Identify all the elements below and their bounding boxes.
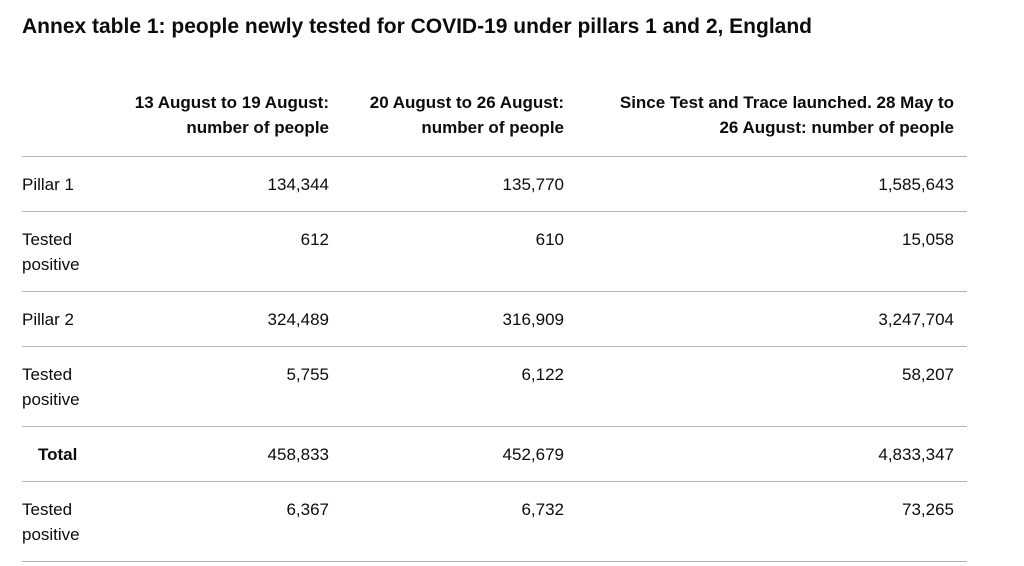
- row-label: Pillar 2: [22, 291, 102, 347]
- cell-week2: 135,770: [329, 156, 564, 212]
- row-label: Tested positive: [22, 211, 102, 292]
- header-row: 13 August to 19 August: number of people…: [22, 90, 967, 157]
- row-label-text: Tested: [22, 500, 73, 519]
- cell-since-launch: 15,058: [564, 211, 967, 292]
- row-label-text: Pillar 2: [22, 310, 74, 329]
- header-line: 26 August: number of people: [719, 118, 954, 137]
- header-line: number of people: [421, 118, 564, 137]
- table-row-pillar2-positive: Tested positive 5,755 6,122 58,207: [22, 346, 967, 427]
- cell-week2: 610: [329, 211, 564, 292]
- row-label: Pillar 1: [22, 156, 102, 212]
- row-label-text: Tested: [22, 230, 73, 249]
- header-cell-empty: [22, 90, 102, 157]
- header-cell-week2: 20 August to 26 August: number of people: [329, 90, 564, 157]
- report-page: Annex table 1: people newly tested for C…: [0, 14, 1024, 562]
- cell-since-launch: 58,207: [564, 346, 967, 427]
- cell-week2: 316,909: [329, 291, 564, 347]
- header-cell-week1: 13 August to 19 August: number of people: [102, 90, 329, 157]
- cell-week1: 324,489: [102, 291, 329, 347]
- table-row-total: Total 458,833 452,679 4,833,347: [22, 426, 967, 482]
- row-label: Tested positive: [22, 346, 102, 427]
- page-title: Annex table 1: people newly tested for C…: [22, 15, 813, 38]
- cell-week2: 6,122: [329, 346, 564, 427]
- row-label-text: positive: [22, 255, 80, 274]
- header-line: 13 August to 19 August:: [134, 93, 329, 112]
- cell-since-launch: 1,585,643: [564, 156, 967, 212]
- row-label-text: positive: [22, 525, 80, 544]
- cell-week1: 5,755: [102, 346, 329, 427]
- annex-table: 13 August to 19 August: number of people…: [22, 90, 967, 562]
- cell-since-launch: 3,247,704: [564, 291, 967, 347]
- header-line: number of people: [186, 118, 329, 137]
- cell-week1: 6,367: [102, 481, 329, 562]
- cell-week2: 452,679: [329, 426, 564, 482]
- row-label-text: Tested: [22, 365, 73, 384]
- cell-since-launch: 73,265: [564, 481, 967, 562]
- row-label: Tested positive: [22, 481, 102, 562]
- header-line: 20 August to 26 August:: [369, 93, 564, 112]
- table-row-pillar1: Pillar 1 134,344 135,770 1,585,643: [22, 156, 967, 212]
- cell-week1: 134,344: [102, 156, 329, 212]
- row-label-text: Total: [38, 445, 78, 464]
- table-row-pillar2: Pillar 2 324,489 316,909 3,247,704: [22, 291, 967, 347]
- table-row-pillar1-positive: Tested positive 612 610 15,058: [22, 211, 967, 292]
- row-label-text: Pillar 1: [22, 175, 74, 194]
- row-label-total: Total: [22, 426, 102, 482]
- table-row-total-positive: Tested positive 6,367 6,732 73,265: [22, 481, 967, 562]
- cell-week2: 6,732: [329, 481, 564, 562]
- cell-week1: 458,833: [102, 426, 329, 482]
- row-label-text: positive: [22, 390, 80, 409]
- header-cell-since-launch: Since Test and Trace launched. 28 May to…: [564, 90, 967, 157]
- cell-since-launch: 4,833,347: [564, 426, 967, 482]
- cell-week1: 612: [102, 211, 329, 292]
- header-line: Since Test and Trace launched. 28 May to: [619, 93, 954, 112]
